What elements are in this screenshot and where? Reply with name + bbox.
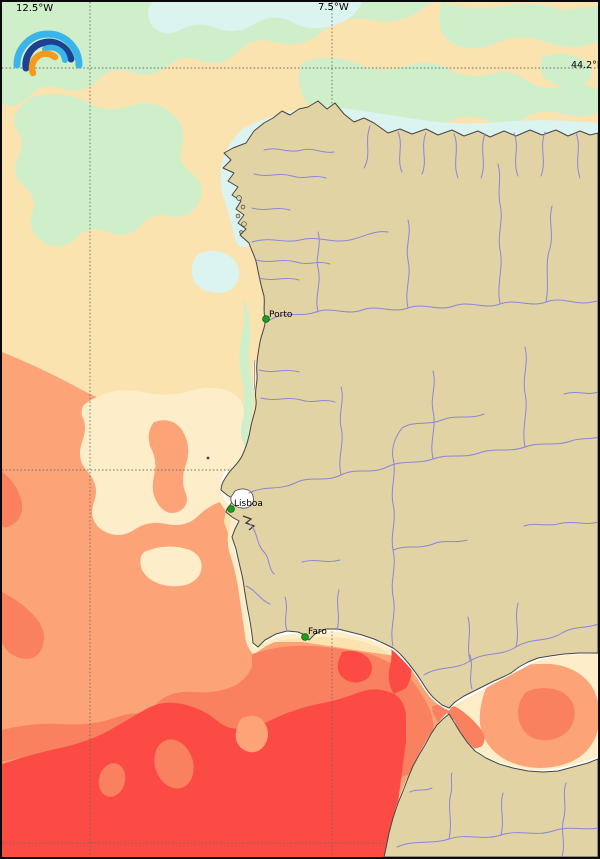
city-markers [227, 315, 309, 641]
rivers [245, 125, 598, 857]
land-layer [206, 100, 598, 857]
rainbow-arcs-logo [13, 30, 83, 77]
logo-outer-arc [13, 30, 83, 69]
longitude-label-12-5w: 12.5°W [16, 3, 54, 14]
city-marker-porto [262, 315, 270, 323]
city-marker-lisboa [227, 505, 235, 513]
tejo-estuary [230, 488, 254, 509]
city-marker-faro [301, 633, 309, 641]
longitude-label-7-5w: 7.5°W [318, 2, 349, 13]
logo-orange-arc [28, 50, 59, 77]
land-north-africa [383, 713, 598, 857]
city-label-faro: Faro [308, 627, 327, 637]
city-label-lisboa: Lisboa [234, 499, 263, 509]
city-label-porto: Porto [269, 310, 293, 320]
logo-inner-blue-arc [42, 44, 68, 63]
berlenga-island [206, 456, 210, 460]
logo-middle-arc [22, 38, 75, 72]
land-iberia [220, 100, 598, 709]
latitude-label-44-2n: 44.2°N [571, 60, 598, 71]
ria-islands [235, 195, 247, 234]
